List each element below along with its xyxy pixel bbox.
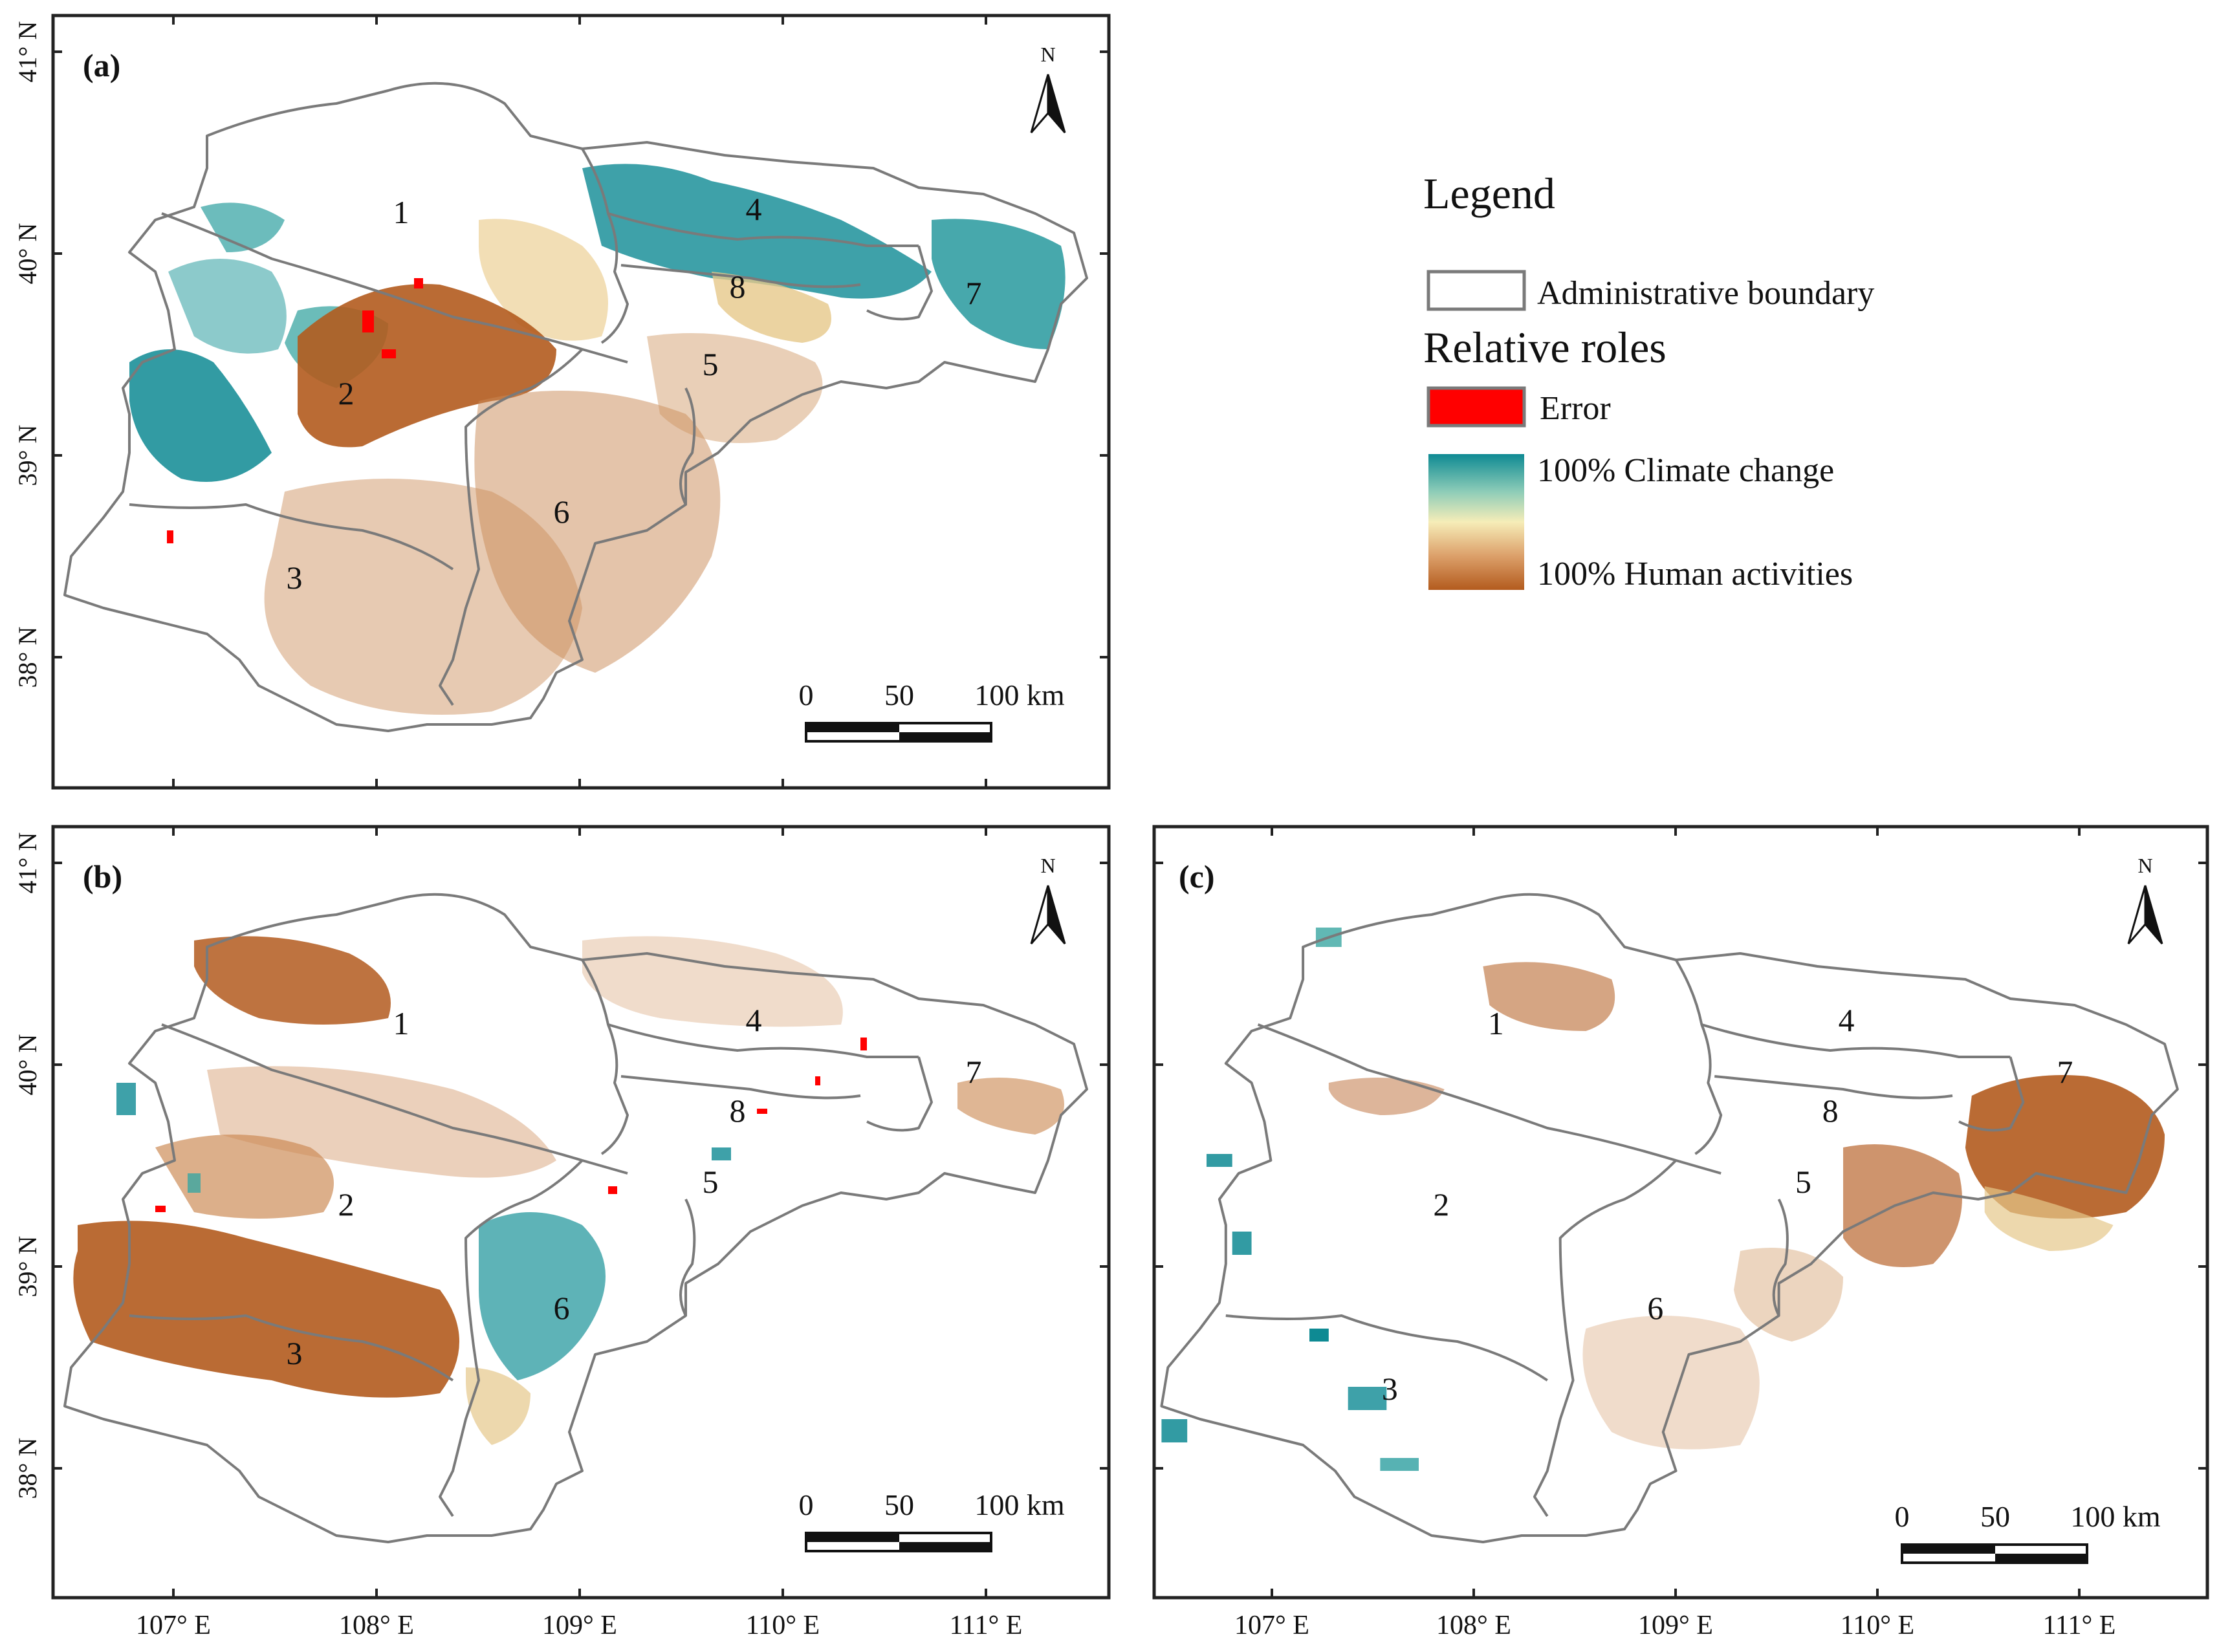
panel-a-scale-bar: 0 50 100 km (799, 679, 1065, 743)
legend-error-label: Error (1540, 390, 1611, 427)
b-lon-111: 111° E (950, 1611, 1023, 1640)
a-scale-0: 0 (799, 679, 814, 712)
a-pattern (129, 164, 1066, 715)
legend-gradient-bar (1428, 454, 1524, 590)
panel-b-scale-bar: 0 50 100 km (799, 1488, 1065, 1552)
c-north-label: N (2137, 854, 2152, 877)
b-region-7: 7 (966, 1054, 982, 1090)
c-lon-108: 108° E (1436, 1611, 1511, 1640)
panel-a-lon-ticks (172, 16, 987, 788)
legend-roles-title: Relative roles (1423, 323, 1667, 372)
panel-b-north-arrow: N (1030, 854, 1066, 944)
panel-b-lat-ticks: 41° N 40° N 39° N 38° N (13, 832, 1109, 1499)
legend-error-swatch (1426, 386, 1526, 428)
a-boundaries (63, 82, 1088, 732)
c-lon-111: 111° E (2043, 1611, 2116, 1640)
c-region-1: 1 (1488, 1006, 1504, 1041)
c-region-7: 7 (2057, 1054, 2073, 1090)
b-scale-0: 0 (799, 1488, 814, 1521)
b-region-4: 4 (746, 1002, 762, 1038)
legend-title: Legend (1423, 169, 1555, 218)
a-region-2: 2 (338, 375, 355, 411)
c-region-3: 3 (1382, 1371, 1398, 1407)
c-region-5: 5 (1795, 1164, 1811, 1200)
a-region-5: 5 (703, 346, 719, 382)
panel-a-map: 1 2 3 4 5 6 7 8 (63, 82, 1088, 732)
a-region-1: 1 (393, 194, 410, 230)
legend: Legend Administrative boundary Relative … (1423, 169, 1874, 592)
panel-b-map: 1 2 3 4 5 6 7 8 (63, 893, 1088, 1543)
panel-b-lon-ticks: 107° E 108° E 109° E 110° E 111° E (136, 827, 1022, 1640)
a-region-4: 4 (746, 191, 762, 227)
a-region-3: 3 (287, 560, 303, 596)
legend-human-label: 100% Human activities (1537, 556, 1853, 592)
b-lat-39: 39° N (13, 1236, 42, 1298)
a-lat-40: 40° N (13, 223, 42, 285)
legend-boundary-label: Administrative boundary (1537, 275, 1874, 312)
c-lon-110: 110° E (1841, 1611, 1914, 1640)
panel-b: (b) 41° N 40° N 39° N 38° N (13, 825, 1111, 1640)
a-scale-50: 50 (884, 679, 914, 712)
b-region-2: 2 (338, 1186, 355, 1223)
b-lon-110: 110° E (746, 1611, 820, 1640)
a-region-7: 7 (966, 275, 982, 311)
c-scale-100: 100 km (2070, 1500, 2161, 1533)
panel-a-label: (a) (83, 47, 120, 83)
b-lat-38: 38° N (13, 1438, 42, 1499)
b-region-1: 1 (393, 1005, 410, 1041)
legend-climate-label: 100% Climate change (1537, 452, 1834, 489)
panel-c-label: (c) (1179, 858, 1215, 895)
c-region-4: 4 (1839, 1003, 1855, 1038)
a-north-label: N (1040, 43, 1055, 66)
a-scale-100: 100 km (974, 679, 1065, 712)
c-scale-0: 0 (1895, 1500, 1910, 1533)
panel-b-label: (b) (83, 858, 122, 895)
legend-boundary-swatch (1426, 270, 1526, 311)
panel-a-lat-ticks: 41° N 40° N 39° N 38° N (13, 21, 1109, 688)
a-lat-41: 41° N (13, 21, 42, 83)
panel-c-scale-bar: 0 50 100 km (1895, 1500, 2161, 1564)
b-region-6: 6 (554, 1290, 570, 1326)
c-lon-107: 107° E (1234, 1611, 1309, 1640)
b-lat-41: 41° N (13, 832, 42, 894)
b-scale-50: 50 (884, 1488, 914, 1521)
panel-c: (c) 107° E 108° E 109° E 110° E 111° E (1152, 825, 2209, 1640)
b-region-8: 8 (730, 1092, 746, 1129)
panel-a: (a) 41° N 40° N 39° N 38° N (13, 14, 1111, 790)
b-region-5: 5 (703, 1164, 719, 1200)
b-north-label: N (1040, 854, 1055, 877)
a-region-8: 8 (730, 268, 746, 305)
b-lon-108: 108° E (339, 1611, 414, 1640)
panel-c-map: 1 2 3 4 5 6 7 8 (1160, 893, 2179, 1543)
c-region-2: 2 (1433, 1187, 1449, 1223)
c-region-6: 6 (1647, 1290, 1663, 1326)
b-pattern (73, 936, 1064, 1445)
b-boundaries (63, 893, 1088, 1543)
panel-a-north-arrow: N (1030, 43, 1066, 133)
b-region-3: 3 (287, 1335, 303, 1371)
a-region-6: 6 (554, 494, 570, 530)
a-lat-39: 39° N (13, 425, 42, 486)
b-lat-40: 40° N (13, 1034, 42, 1096)
c-region-8: 8 (1822, 1093, 1839, 1129)
a-lat-38: 38° N (13, 627, 42, 688)
panel-c-lon-ticks: 107° E 108° E 109° E 110° E 111° E (1154, 827, 2207, 1640)
c-scale-50: 50 (1980, 1500, 2010, 1533)
c-lon-109: 109° E (1638, 1611, 1713, 1640)
b-scale-100: 100 km (974, 1488, 1065, 1521)
c-boundaries (1160, 893, 2179, 1543)
b-lon-109: 109° E (542, 1611, 617, 1640)
b-lon-107: 107° E (136, 1611, 211, 1640)
panel-c-north-arrow: N (2127, 854, 2163, 944)
